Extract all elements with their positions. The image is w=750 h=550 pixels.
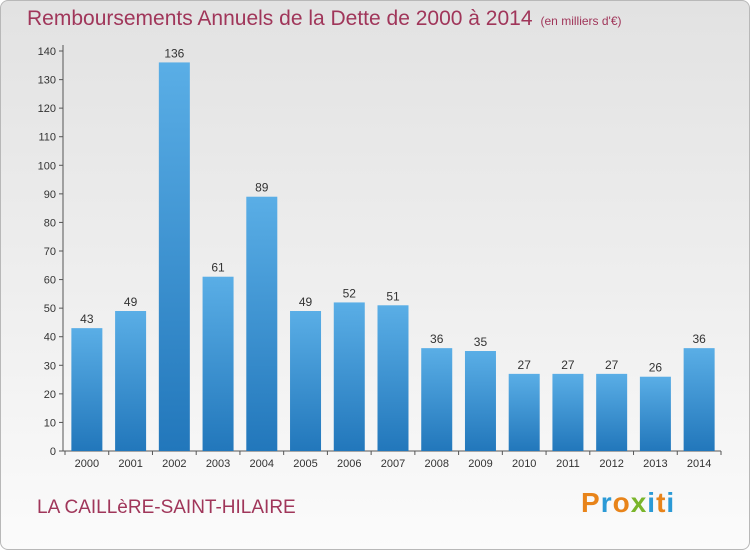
x-tick-label: 2002 <box>162 458 186 470</box>
bar <box>333 302 365 451</box>
bar <box>115 311 147 451</box>
y-tick-label: 140 <box>38 46 56 58</box>
chart-title: Remboursements Annuels de la Dette de 20… <box>27 7 622 30</box>
bar <box>639 376 671 451</box>
bar <box>158 62 190 452</box>
proxiti-logo: Proxiti <box>581 487 675 519</box>
bar <box>71 328 103 451</box>
bar <box>421 348 453 451</box>
logo-letter: x <box>630 487 648 518</box>
x-tick-label: 2000 <box>75 458 99 470</box>
x-tick-label: 2013 <box>643 458 667 470</box>
bar <box>464 351 496 451</box>
y-tick-label: 40 <box>44 332 56 344</box>
bar <box>290 311 322 451</box>
x-tick-label: 2007 <box>381 458 405 470</box>
logo-letter: i <box>666 487 676 518</box>
bar <box>508 373 540 451</box>
logo-letter: P <box>581 487 601 518</box>
y-tick-label: 130 <box>38 75 56 87</box>
y-tick-label: 70 <box>44 246 56 258</box>
bar <box>552 373 584 451</box>
logo-letter: o <box>612 487 631 518</box>
logo-letter: t <box>656 487 667 518</box>
x-tick-label: 2003 <box>206 458 230 470</box>
x-tick-label: 2001 <box>118 458 142 470</box>
y-tick-label: 80 <box>44 217 56 229</box>
data-label: 36 <box>692 332 706 346</box>
data-label: 89 <box>255 181 269 195</box>
data-label: 27 <box>605 358 619 372</box>
y-tick-label: 110 <box>38 132 56 144</box>
data-label: 136 <box>164 46 184 60</box>
y-tick-label: 90 <box>44 189 56 201</box>
y-tick-label: 100 <box>38 160 56 172</box>
data-label: 27 <box>518 358 532 372</box>
x-tick-label: 2006 <box>337 458 361 470</box>
x-tick-label: 2011 <box>556 458 580 470</box>
x-tick-label: 2005 <box>293 458 317 470</box>
data-label: 26 <box>649 361 663 375</box>
y-tick-label: 10 <box>44 417 56 429</box>
x-tick-label: 2012 <box>599 458 623 470</box>
data-label: 43 <box>80 312 94 326</box>
data-label: 51 <box>386 289 400 303</box>
commune-name: LA CAILLèRE-SAINT-HILAIRE <box>37 497 296 518</box>
bar <box>202 276 234 451</box>
bar <box>596 373 628 451</box>
y-tick-label: 30 <box>44 360 56 372</box>
data-label: 27 <box>561 358 575 372</box>
data-label: 35 <box>474 335 488 349</box>
bar <box>683 348 715 451</box>
logo-letter: r <box>600 487 613 518</box>
y-tick-label: 120 <box>38 103 56 115</box>
logo-letter: i <box>647 487 657 518</box>
y-tick-label: 20 <box>44 389 56 401</box>
data-label: 49 <box>299 295 313 309</box>
data-label: 52 <box>343 286 357 300</box>
y-tick-label: 60 <box>44 275 56 287</box>
x-tick-label: 2014 <box>687 458 711 470</box>
x-tick-label: 2004 <box>250 458 274 470</box>
chart-subtitle: (en milliers d'€) <box>540 14 622 28</box>
data-label: 49 <box>124 295 138 309</box>
x-tick-label: 2009 <box>468 458 492 470</box>
bar <box>246 196 278 451</box>
data-label: 36 <box>430 332 444 346</box>
y-tick-label: 50 <box>44 303 56 315</box>
data-label: 61 <box>211 261 225 275</box>
bar <box>377 305 409 451</box>
y-tick-label: 0 <box>50 446 56 458</box>
x-tick-label: 2008 <box>424 458 448 470</box>
x-tick-label: 2010 <box>512 458 536 470</box>
